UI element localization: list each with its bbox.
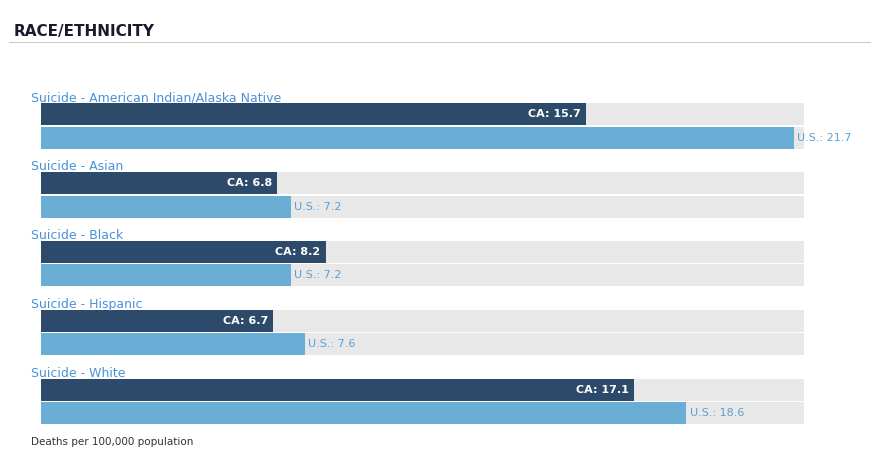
Text: Suicide - Black: Suicide - Black [31,229,123,242]
FancyBboxPatch shape [41,195,803,218]
Text: Suicide - Asian: Suicide - Asian [31,160,123,173]
FancyBboxPatch shape [41,172,277,194]
Text: U.S.: 21.7: U.S.: 21.7 [796,133,851,143]
FancyBboxPatch shape [41,241,803,263]
Text: U.S.: 7.2: U.S.: 7.2 [294,270,342,280]
FancyBboxPatch shape [41,264,803,287]
FancyBboxPatch shape [41,333,803,355]
FancyBboxPatch shape [41,127,803,149]
Text: Suicide - Hispanic: Suicide - Hispanic [31,298,142,311]
Text: CA: 15.7: CA: 15.7 [527,110,579,119]
FancyBboxPatch shape [41,103,803,126]
FancyBboxPatch shape [41,103,585,126]
FancyBboxPatch shape [41,402,686,424]
FancyBboxPatch shape [41,172,803,194]
FancyBboxPatch shape [41,310,273,332]
Text: Suicide - American Indian/Alaska Native: Suicide - American Indian/Alaska Native [31,92,281,104]
FancyBboxPatch shape [41,402,803,424]
FancyBboxPatch shape [41,127,793,149]
FancyBboxPatch shape [41,379,803,401]
Text: CA: 6.8: CA: 6.8 [227,178,271,188]
Text: Suicide - White: Suicide - White [31,367,125,379]
Text: CA: 6.7: CA: 6.7 [223,316,268,326]
FancyBboxPatch shape [41,333,305,355]
Text: U.S.: 18.6: U.S.: 18.6 [689,408,743,418]
FancyBboxPatch shape [41,379,633,401]
FancyBboxPatch shape [41,264,291,287]
Text: U.S.: 7.6: U.S.: 7.6 [308,339,355,349]
Text: RACE/ETHNICITY: RACE/ETHNICITY [13,24,154,39]
Text: CA: 8.2: CA: 8.2 [275,247,320,257]
Text: CA: 17.1: CA: 17.1 [575,385,629,395]
Text: Deaths per 100,000 population: Deaths per 100,000 population [31,437,193,447]
FancyBboxPatch shape [41,310,803,332]
FancyBboxPatch shape [41,241,325,263]
Text: U.S.: 7.2: U.S.: 7.2 [294,202,342,211]
FancyBboxPatch shape [41,195,291,218]
